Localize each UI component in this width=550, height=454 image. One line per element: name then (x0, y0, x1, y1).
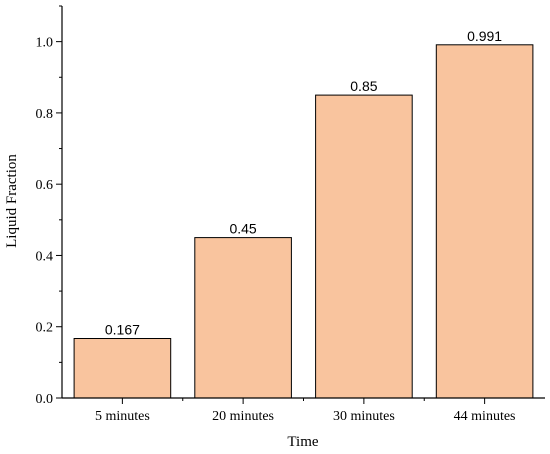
bar-4 (436, 45, 533, 398)
x-tick-label-1: 5 minutes (95, 409, 150, 424)
y-tick-label-2: 0.4 (36, 250, 54, 265)
value-label-1: 0.167 (105, 322, 140, 338)
y-tick-label-0: 0.0 (36, 392, 54, 407)
x-axis-title: Time (287, 434, 318, 450)
value-label-3: 0.85 (350, 78, 377, 94)
x-tick-label-2: 20 minutes (212, 409, 274, 424)
bar-2 (195, 238, 292, 398)
x-tick-label-4: 44 minutes (454, 409, 516, 424)
y-tick-label-4: 0.8 (36, 107, 54, 122)
y-tick-label-3: 0.6 (36, 178, 54, 193)
y-axis: 0.0 0.2 0.4 0.6 0.8 1.0 (36, 6, 63, 407)
x-axis: 5 minutes 20 minutes 30 minutes 44 minutes (62, 398, 545, 424)
value-label-2: 0.45 (229, 221, 256, 237)
bars-group (74, 45, 533, 398)
value-label-4: 0.991 (467, 28, 502, 44)
y-tick-label-5: 1.0 (36, 36, 54, 51)
bar-1 (74, 339, 171, 399)
y-tick-label-1: 0.2 (36, 321, 54, 336)
bar-3 (316, 95, 413, 398)
x-tick-label-3: 30 minutes (333, 409, 395, 424)
y-axis-title: Liquid Fraction (4, 154, 20, 248)
